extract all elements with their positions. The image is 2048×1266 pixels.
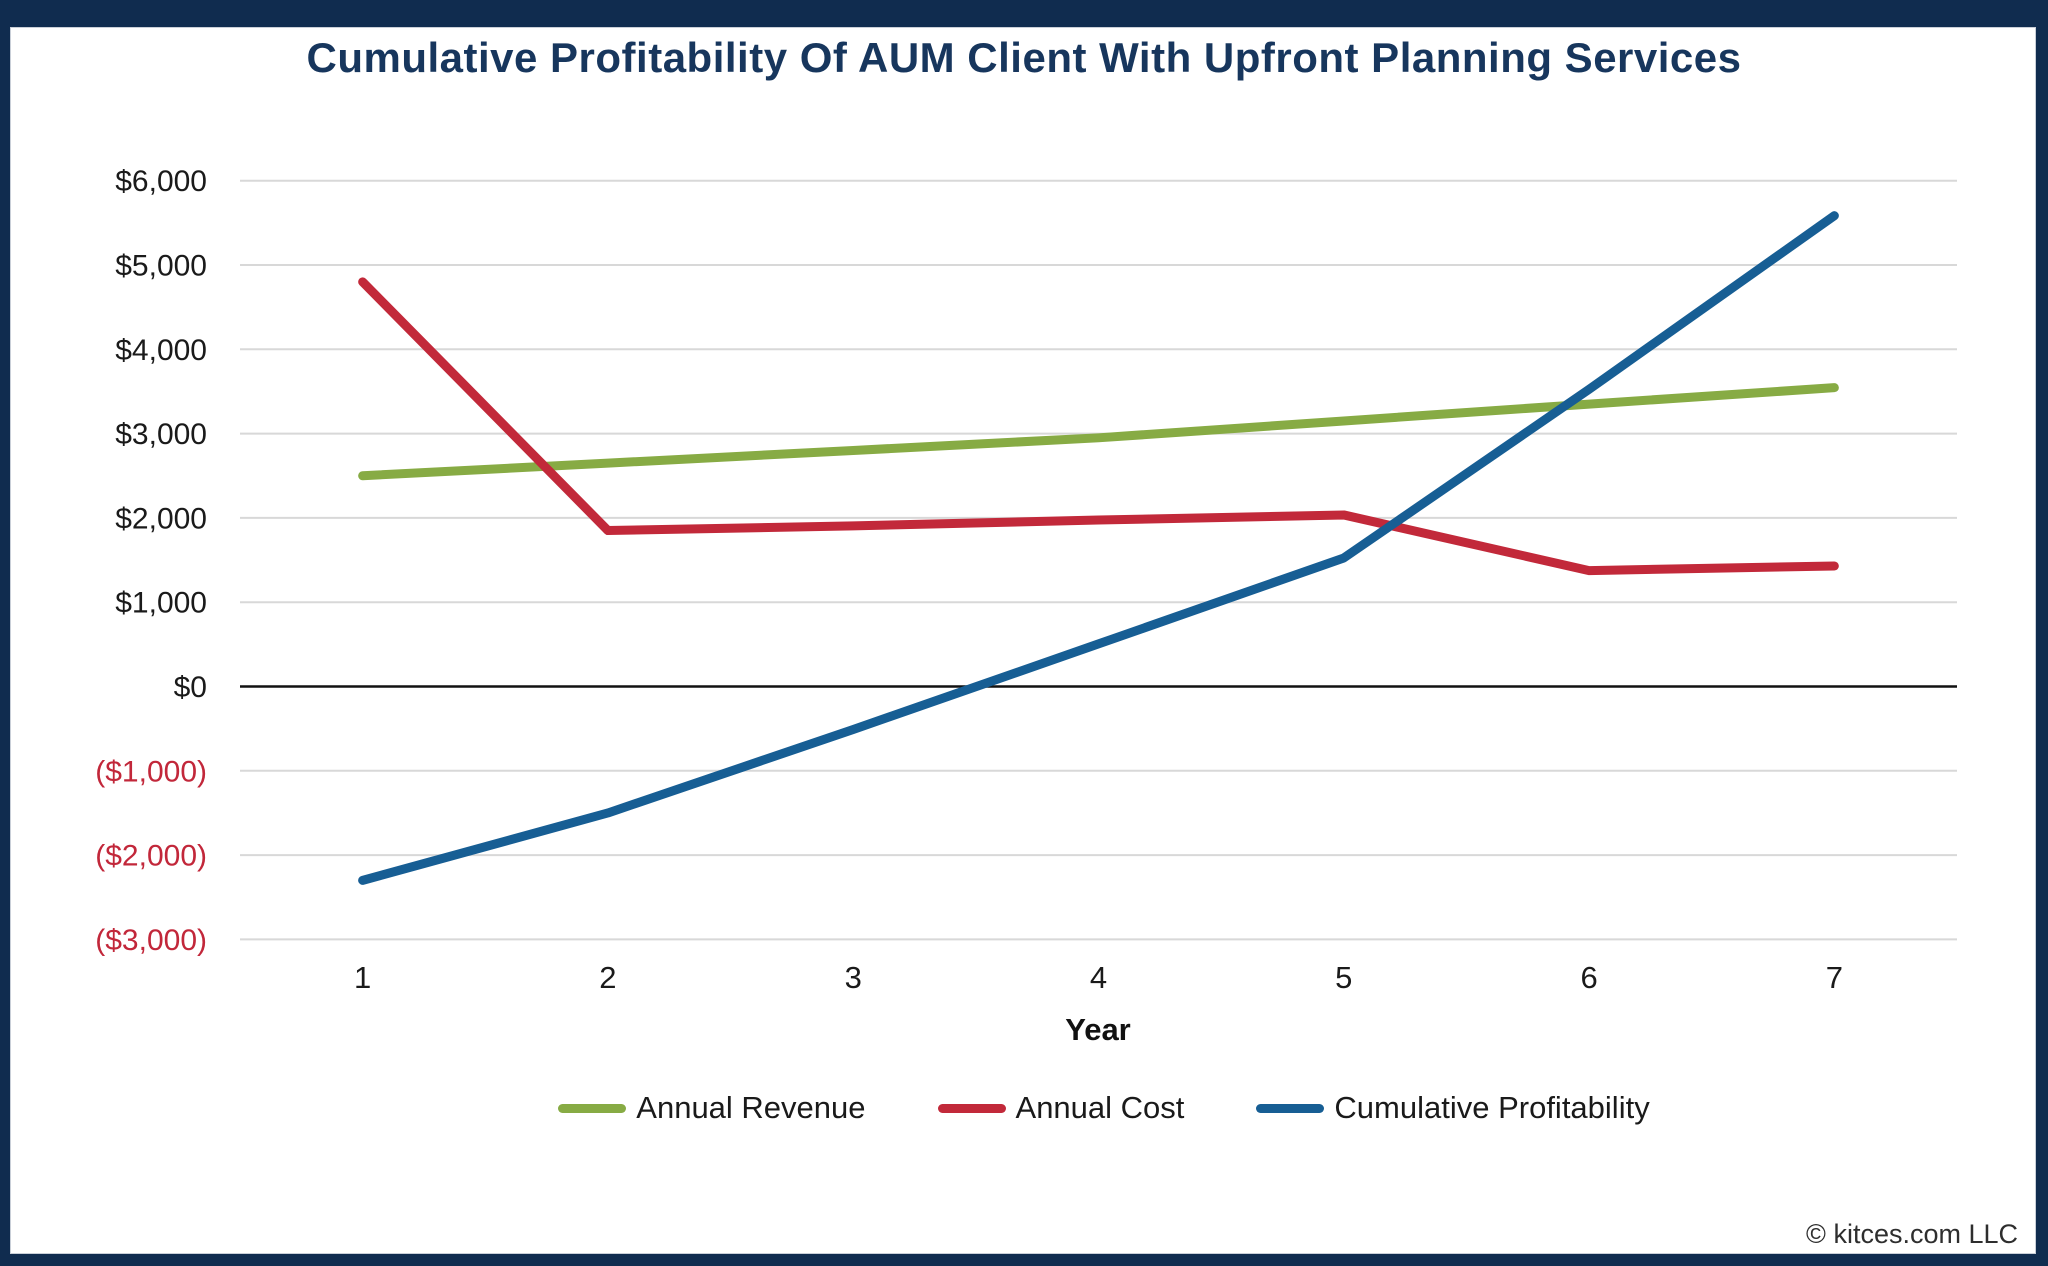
series-line-annual-revenue (358, 383, 1839, 481)
legend: Annual Revenue Annual Cost Cumulative Pr… (80, 1090, 2048, 1126)
y-tick-label: $2,000 (115, 502, 207, 535)
legend-label-cumulative-profitability: Cumulative Profitability (1334, 1090, 1650, 1125)
x-tick-label: 3 (845, 960, 862, 995)
chart-title: Cumulative Profitability Of AUM Client W… (306, 34, 1742, 81)
x-tick-label: 1 (354, 960, 371, 995)
y-tick-label: $0 (174, 671, 207, 704)
y-tick-label: $1,000 (115, 587, 207, 620)
series-line-annual-cost (358, 277, 1839, 576)
x-tick-label: 7 (1826, 960, 1843, 995)
legend-swatch-annual-revenue (558, 1103, 627, 1113)
copyright-text: © kitces.com LLC (1806, 1219, 2018, 1249)
legend-item-annual-cost: Annual Cost (937, 1090, 1185, 1126)
y-tick-label: $3,000 (115, 418, 207, 451)
legend-item-annual-revenue: Annual Revenue (558, 1090, 866, 1126)
x-tick-label: 5 (1335, 960, 1352, 995)
y-tick-label: $5,000 (115, 250, 207, 283)
y-tick-label: ($1,000) (95, 755, 207, 788)
legend-label-annual-revenue: Annual Revenue (636, 1090, 866, 1125)
x-tick-label: 4 (1090, 960, 1107, 995)
legend-swatch-annual-cost (937, 1103, 1006, 1113)
series-line-cumulative-profitability (358, 211, 1839, 885)
x-tick-label: 2 (599, 960, 616, 995)
y-tick-label: $6,000 (115, 165, 207, 198)
y-tick-label: ($3,000) (95, 924, 207, 957)
x-axis-title: Year (1065, 1012, 1131, 1047)
y-tick-label: $4,000 (115, 334, 207, 367)
legend-swatch-cumulative-profitability (1256, 1103, 1325, 1113)
chart-canvas (10, 27, 2036, 1254)
x-tick-label: 6 (1580, 960, 1597, 995)
y-tick-label: ($2,000) (95, 840, 207, 873)
legend-item-cumulative-profitability: Cumulative Profitability (1256, 1090, 1650, 1126)
legend-label-annual-cost: Annual Cost (1015, 1090, 1185, 1125)
